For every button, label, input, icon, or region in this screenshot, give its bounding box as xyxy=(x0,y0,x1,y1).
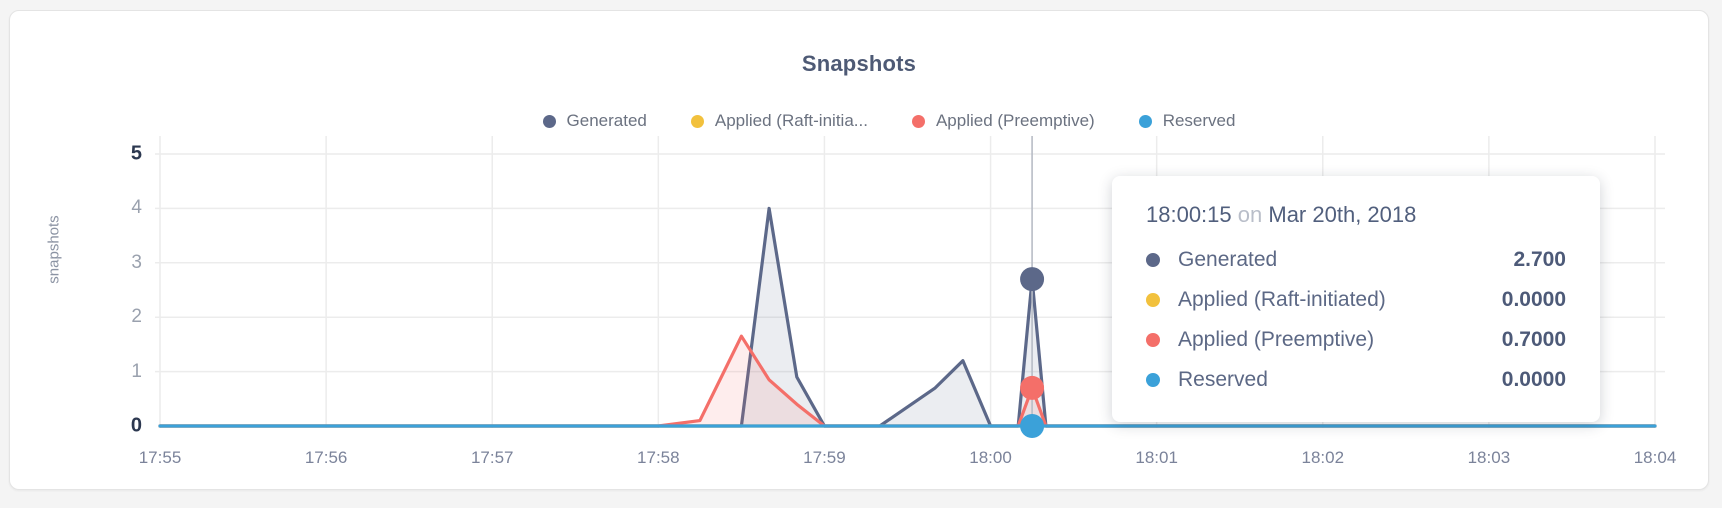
tooltip-series-value: 2.700 xyxy=(1513,248,1566,271)
x-axis-tick-label: 18:00 xyxy=(969,448,1012,467)
chart-svg xyxy=(155,136,1665,438)
y-axis-tick-label: 5 xyxy=(130,142,142,165)
data-point-marker[interactable] xyxy=(1020,375,1045,400)
x-axis-tick-label: 18:04 xyxy=(1633,448,1677,467)
chart-legend: Generated Applied (Raft-initia... Applied … xyxy=(10,111,1708,131)
data-point-marker[interactable] xyxy=(1020,414,1045,438)
tooltip-time: 18:00:15 xyxy=(1146,202,1232,227)
tooltip-date: Mar 20th, 2018 xyxy=(1268,202,1417,227)
y-axis-label: snapshots xyxy=(45,215,63,284)
x-axis-tick-label: 17:56 xyxy=(304,448,348,467)
y-axis-tick-label: 1 xyxy=(131,360,142,382)
tooltip-series-label: Applied (Preemptive) xyxy=(1178,328,1375,351)
chart-plot-area: snapshots 0 1 2 3 4 5 17:55 17:56 17:57 17:58 17:… xyxy=(10,11,1708,489)
y-axis-tick-label: 3 xyxy=(131,251,142,273)
legend-label: Applied (Raft-initia... xyxy=(714,111,868,130)
legend-item[interactable]: Generated xyxy=(542,111,647,131)
x-axis-tick-label: 18:01 xyxy=(1135,448,1178,467)
legend-item[interactable]: Applied (Raft-initia... xyxy=(690,111,868,131)
tooltip-series-label: Applied (Raft-initiated) xyxy=(1178,288,1386,311)
tooltip-series-dot-icon xyxy=(1146,293,1160,307)
x-axis-tick-label: 18:03 xyxy=(1467,448,1511,467)
tooltip-series-dot-icon xyxy=(1146,253,1160,267)
legend-dot-icon xyxy=(690,114,704,128)
page-title: Snapshots xyxy=(801,51,917,76)
legend-dot-icon xyxy=(911,114,925,128)
y-axis-tick-label: 0 xyxy=(130,414,142,437)
tooltip-row: Generated 2.700 xyxy=(1146,240,1566,280)
snapshots-chart-card: Snapshots Generated Applied (Raft-initia.… xyxy=(9,10,1709,490)
tooltip-series-dot-icon xyxy=(1146,373,1160,387)
legend-label: Reserved xyxy=(1162,111,1236,130)
tooltip-series-label: Reserved xyxy=(1178,368,1268,391)
tooltip-row: Applied (Preemptive) 0.7000 xyxy=(1146,320,1566,360)
tooltip-series-label: Generated xyxy=(1178,248,1278,271)
tooltip-row: Reserved 0.0000 xyxy=(1146,360,1566,400)
x-axis-tick-label: 17:59 xyxy=(803,448,846,467)
x-axis-tick-label: 18:02 xyxy=(1301,448,1345,467)
tooltip-series-dot-icon xyxy=(1146,333,1160,347)
x-axis-tick-label: 17:58 xyxy=(637,448,680,467)
tooltip-series-value: 0.0000 xyxy=(1501,288,1566,311)
legend-item[interactable]: Applied (Preemptive) xyxy=(911,111,1095,131)
legend-label: Applied (Preemptive) xyxy=(935,111,1095,130)
tooltip-series-value: 0.7000 xyxy=(1501,328,1566,351)
tooltip-row: Applied (Raft-initiated) 0.0000 xyxy=(1146,280,1566,320)
data-point-marker[interactable] xyxy=(1020,267,1045,292)
legend-label: Generated xyxy=(566,111,647,130)
y-axis-tick-label: 2 xyxy=(131,306,142,328)
tooltip-header: 18:00:15 on Mar 20th, 2018 xyxy=(1146,202,1566,228)
legend-dot-icon xyxy=(1138,114,1152,128)
legend-dot-icon xyxy=(542,114,556,128)
tooltip-series-value: 0.0000 xyxy=(1501,368,1566,391)
chart-tooltip: 18:00:15 on Mar 20th, 2018 Generated 2.70… xyxy=(1112,176,1600,422)
y-axis-tick-label: 4 xyxy=(131,197,142,219)
x-axis-tick-label: 17:57 xyxy=(470,448,514,467)
tooltip-connector: on xyxy=(1237,202,1263,227)
x-axis-tick-label: 17:55 xyxy=(138,448,182,467)
tooltip-rows: Generated 2.700 Applied (Raft-initiated) 0.… xyxy=(1146,240,1566,400)
legend-item[interactable]: Reserved xyxy=(1138,111,1236,131)
